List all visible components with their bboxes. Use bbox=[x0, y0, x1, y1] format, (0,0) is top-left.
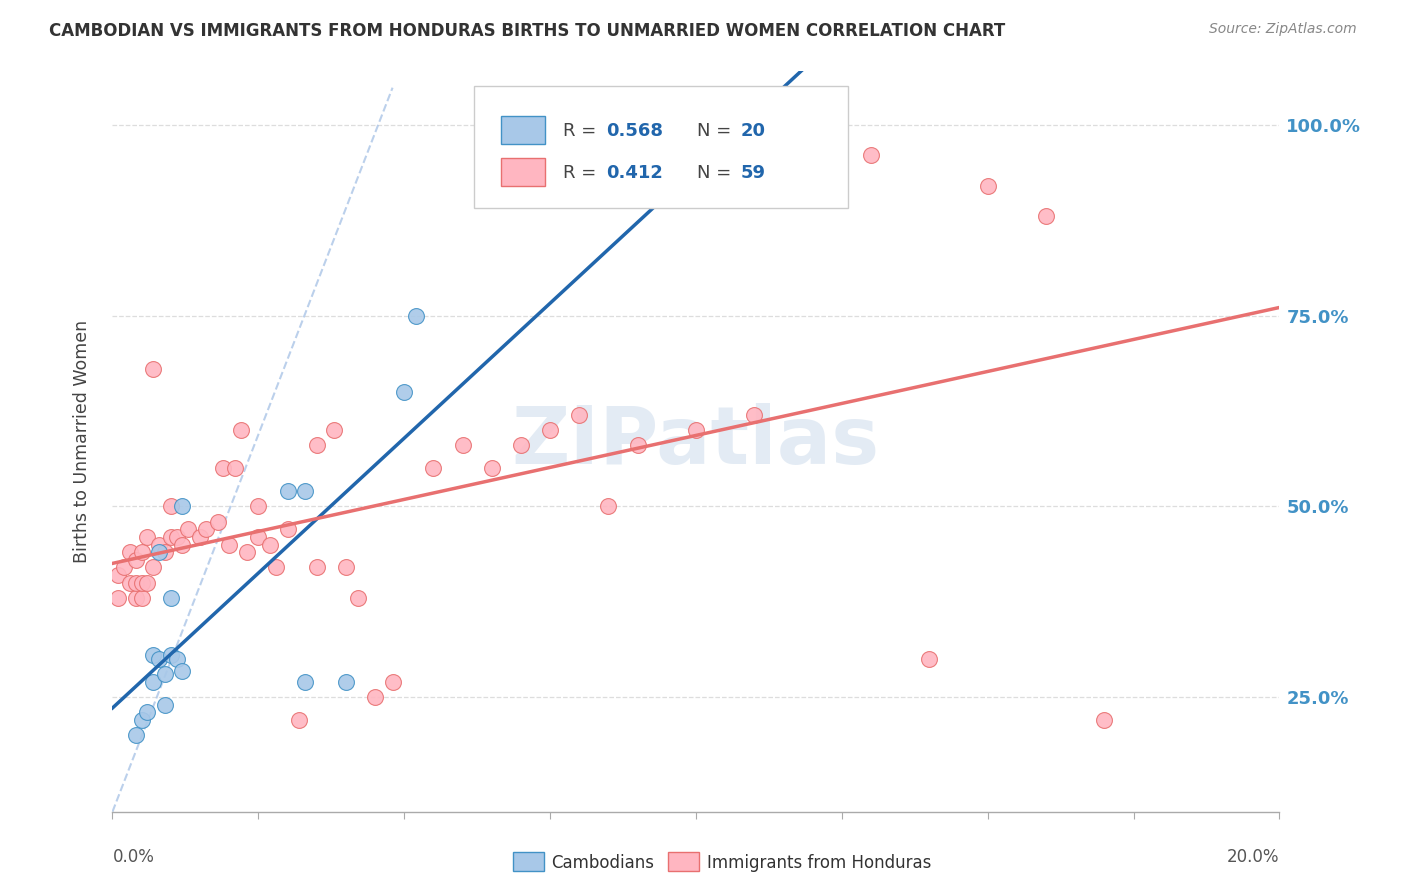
Point bbox=[148, 652, 170, 666]
Point bbox=[142, 362, 165, 376]
Text: 0.0%: 0.0% bbox=[112, 848, 155, 866]
Point bbox=[405, 309, 427, 323]
Point bbox=[136, 530, 159, 544]
Point bbox=[107, 568, 129, 582]
Point bbox=[247, 500, 270, 514]
Y-axis label: Births to Unmarried Women: Births to Unmarried Women bbox=[73, 320, 91, 563]
Point bbox=[153, 667, 176, 681]
Point bbox=[229, 423, 252, 437]
Point bbox=[276, 522, 298, 536]
Point bbox=[1094, 713, 1116, 727]
Point bbox=[142, 560, 165, 574]
Text: 20: 20 bbox=[741, 121, 765, 139]
Point bbox=[177, 522, 200, 536]
Point bbox=[125, 575, 148, 590]
FancyBboxPatch shape bbox=[501, 158, 546, 186]
Point bbox=[305, 560, 328, 574]
Point bbox=[207, 515, 229, 529]
Point bbox=[188, 530, 211, 544]
Text: N =: N = bbox=[697, 121, 737, 139]
Point bbox=[172, 500, 194, 514]
Point bbox=[142, 675, 165, 690]
Point bbox=[172, 664, 194, 678]
Text: ZIPatlas: ZIPatlas bbox=[512, 402, 880, 481]
Point bbox=[160, 591, 183, 605]
Point bbox=[294, 675, 316, 690]
Point bbox=[288, 713, 311, 727]
Point bbox=[160, 648, 183, 663]
Point bbox=[194, 522, 217, 536]
Text: R =: R = bbox=[562, 121, 602, 139]
Text: R =: R = bbox=[562, 164, 602, 182]
Point bbox=[148, 545, 170, 559]
Point bbox=[131, 591, 153, 605]
Point bbox=[160, 500, 183, 514]
Text: CAMBODIAN VS IMMIGRANTS FROM HONDURAS BIRTHS TO UNMARRIED WOMEN CORRELATION CHAR: CAMBODIAN VS IMMIGRANTS FROM HONDURAS BI… bbox=[49, 22, 1005, 40]
Point bbox=[538, 423, 561, 437]
Point bbox=[918, 652, 941, 666]
Point bbox=[346, 591, 368, 605]
Text: Immigrants from Honduras: Immigrants from Honduras bbox=[707, 854, 932, 871]
Point bbox=[172, 538, 194, 552]
Point bbox=[148, 538, 170, 552]
Text: Source: ZipAtlas.com: Source: ZipAtlas.com bbox=[1209, 22, 1357, 37]
Point bbox=[364, 690, 387, 705]
Text: 0.412: 0.412 bbox=[606, 164, 664, 182]
Point bbox=[136, 575, 159, 590]
Point bbox=[685, 423, 707, 437]
Point bbox=[131, 713, 153, 727]
Point bbox=[131, 545, 153, 559]
Point bbox=[509, 438, 531, 452]
Point bbox=[224, 461, 246, 475]
Point bbox=[160, 530, 183, 544]
Point bbox=[118, 575, 141, 590]
Point bbox=[125, 728, 148, 742]
Point bbox=[323, 423, 346, 437]
Point bbox=[742, 408, 765, 422]
Text: 20.0%: 20.0% bbox=[1227, 848, 1279, 866]
Point bbox=[125, 553, 148, 567]
Point bbox=[112, 560, 135, 574]
Point bbox=[1035, 210, 1057, 224]
Point bbox=[481, 461, 503, 475]
Point bbox=[264, 560, 287, 574]
Point bbox=[451, 438, 474, 452]
Point bbox=[381, 675, 404, 690]
Point bbox=[125, 591, 148, 605]
Point bbox=[801, 156, 824, 170]
Point bbox=[212, 461, 235, 475]
Point bbox=[136, 706, 159, 720]
Point bbox=[166, 530, 188, 544]
Text: 0.568: 0.568 bbox=[606, 121, 664, 139]
Point bbox=[166, 652, 188, 666]
Point bbox=[860, 148, 883, 162]
Point bbox=[394, 384, 416, 399]
Point bbox=[153, 545, 176, 559]
Text: N =: N = bbox=[697, 164, 737, 182]
Text: Cambodians: Cambodians bbox=[551, 854, 654, 871]
Point bbox=[247, 530, 270, 544]
Point bbox=[131, 575, 153, 590]
Point bbox=[598, 500, 620, 514]
Point bbox=[276, 484, 298, 499]
Point bbox=[627, 438, 650, 452]
Point bbox=[235, 545, 257, 559]
Point bbox=[305, 438, 328, 452]
Point bbox=[259, 538, 281, 552]
Point bbox=[218, 538, 240, 552]
FancyBboxPatch shape bbox=[501, 116, 546, 144]
Point bbox=[153, 698, 176, 712]
Point bbox=[294, 484, 316, 499]
Text: 59: 59 bbox=[741, 164, 765, 182]
FancyBboxPatch shape bbox=[474, 87, 848, 209]
Point bbox=[335, 560, 357, 574]
Point bbox=[107, 591, 129, 605]
Point bbox=[118, 545, 141, 559]
Point bbox=[335, 675, 357, 690]
Point bbox=[568, 408, 591, 422]
Point bbox=[422, 461, 444, 475]
Point bbox=[142, 648, 165, 663]
Point bbox=[976, 178, 998, 193]
